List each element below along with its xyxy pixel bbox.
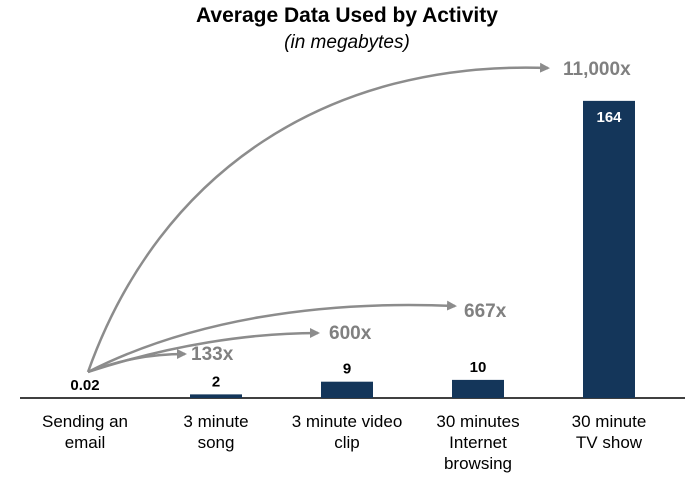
category-label-3-2: browsing — [444, 454, 512, 473]
bars-group — [190, 100, 635, 398]
category-label-0-1: email — [65, 433, 106, 452]
category-label-4-1: TV show — [576, 433, 643, 452]
category-label-3-0: 30 minutes — [436, 412, 519, 431]
category-label-1-1: song — [198, 433, 235, 452]
ratio-label-2: 667x — [464, 301, 507, 322]
bar-1 — [190, 394, 242, 398]
category-label-1-0: 3 minute — [183, 412, 248, 431]
bar-4 — [583, 100, 635, 398]
ratio-label-3: 11,000x — [563, 59, 631, 80]
arrow-1 — [87, 328, 320, 374]
category-labels-group: Sending an email 3 minute song 3 minute vide… — [42, 412, 646, 473]
bar-3 — [452, 379, 504, 398]
value-label-3: 10 — [470, 359, 487, 376]
category-label-2-0: 3 minute video — [292, 412, 403, 431]
category-label-4-0: 30 minute — [572, 412, 647, 431]
bar-2 — [321, 381, 373, 398]
arrow-3 — [86, 62, 550, 373]
ratio-labels-group: 133x 600x 667x 11,000x — [191, 59, 631, 365]
chart-title: Average Data Used by Activity — [196, 4, 498, 27]
arrow-2 — [87, 300, 457, 374]
value-label-1: 2 — [212, 373, 220, 390]
value-label-2: 9 — [343, 361, 351, 378]
ratio-label-0: 133x — [191, 344, 234, 365]
value-labels-group: 0.02 2 9 10 164 — [70, 109, 622, 394]
category-label-0-0: Sending an — [42, 412, 128, 431]
value-label-0: 0.02 — [70, 377, 99, 394]
chart-subtitle: (in megabytes) — [284, 32, 410, 53]
arrows-group — [86, 62, 550, 374]
category-label-2-1: clip — [334, 433, 360, 452]
ratio-label-1: 600x — [329, 323, 372, 344]
value-label-4: 164 — [596, 109, 622, 126]
category-label-3-1: Internet — [449, 433, 507, 452]
